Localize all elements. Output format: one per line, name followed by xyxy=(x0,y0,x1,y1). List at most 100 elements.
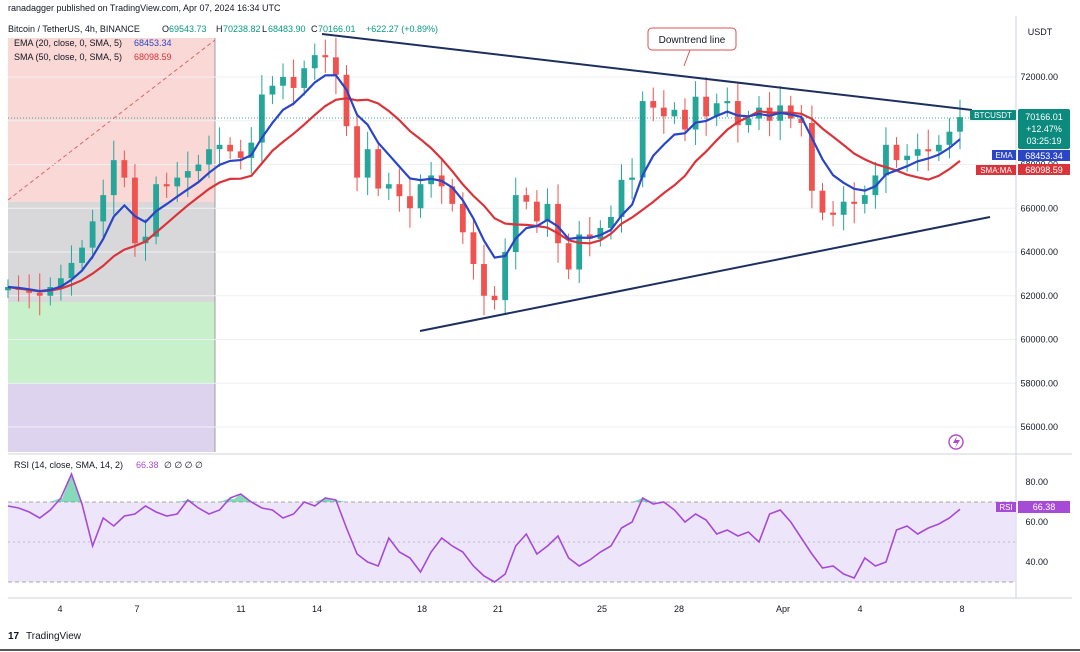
rsi-tick-label: 80.00 xyxy=(1025,477,1048,487)
candle-body xyxy=(555,204,561,243)
candle-body xyxy=(132,178,138,244)
rsi-tick-label: 40.00 xyxy=(1025,557,1048,567)
ema-badge: EMA 68453.34 xyxy=(992,150,1070,161)
candle-body xyxy=(407,196,413,208)
candle-body xyxy=(322,55,328,57)
ohlc-c-label: C xyxy=(311,24,318,34)
candle-body xyxy=(217,145,223,149)
candle-body xyxy=(883,145,889,176)
candle-body xyxy=(375,149,381,188)
candle-body xyxy=(471,232,477,264)
ohlc-o-label: O xyxy=(162,24,169,34)
candle-body xyxy=(925,149,931,151)
candle-body xyxy=(703,97,709,117)
rsi-axis-ticks: 80.00 60.00 40.00 xyxy=(1025,477,1048,567)
ohlc-h-value: 70238.82 xyxy=(223,24,261,34)
candle-body xyxy=(111,160,117,195)
candle-body xyxy=(90,221,96,247)
ohlc-change: +622.27 (+0.89%) xyxy=(366,24,438,34)
rsi-legend-value: 66.38 xyxy=(136,460,159,470)
sma-badge-label: SMA:MA xyxy=(980,166,1012,175)
ohlc-l-value: 68483.90 xyxy=(268,24,306,34)
ohlc-readout: O 69543.73 H 70238.82 L 68483.90 C 70166… xyxy=(162,24,438,34)
candle-body xyxy=(386,184,392,188)
price-tick-label: 62000.00 xyxy=(1020,291,1058,301)
time-tick-label: 4 xyxy=(857,604,862,614)
candle-body xyxy=(915,149,921,156)
candle-body xyxy=(650,101,656,108)
candle-body xyxy=(418,184,424,208)
ema-legend-value: 68453.34 xyxy=(134,38,172,48)
tv-brand: TradingView xyxy=(26,631,82,642)
downtrend-label: Downtrend line xyxy=(659,35,726,46)
time-tick-label: 21 xyxy=(493,604,503,614)
rsi-legend-extras: ∅ ∅ ∅ ∅ xyxy=(164,460,203,470)
sma-badge-value: 68098.59 xyxy=(1025,165,1063,175)
candle-body xyxy=(640,101,646,178)
candle-body xyxy=(206,149,212,164)
rsi-legend-label: RSI (14, close, SMA, 14, 2) xyxy=(14,460,123,470)
candle-body xyxy=(671,110,677,117)
price-tick-label: 66000.00 xyxy=(1020,203,1058,213)
candle-body xyxy=(280,77,286,86)
rsi-badge-label: RSI xyxy=(999,503,1012,512)
candle-body xyxy=(566,243,572,269)
price-badge-change: +12.47% xyxy=(1026,124,1062,134)
candle-body xyxy=(79,248,85,263)
time-tick-label: 8 xyxy=(959,604,964,614)
symbol-title: Bitcoin / TetherUS, 4h, BINANCE xyxy=(8,24,140,34)
trading-chart[interactable]: ranadagger published on TradingView.com,… xyxy=(0,0,1080,652)
rsi-tick-label: 60.00 xyxy=(1025,517,1048,527)
rsi-badge: RSI 66.38 xyxy=(996,501,1070,513)
tv-logo-icon: 17 xyxy=(8,631,20,642)
price-tick-label: 72000.00 xyxy=(1020,72,1058,82)
ema-badge-label: EMA xyxy=(995,151,1013,160)
candle-body xyxy=(957,117,963,132)
lightning-icon[interactable] xyxy=(949,435,963,449)
ohlc-c-value: 70166.01 xyxy=(318,24,356,34)
candle-body xyxy=(185,171,191,178)
candle-body xyxy=(227,145,233,152)
candle-body xyxy=(69,263,75,278)
candle-body xyxy=(619,180,625,217)
candle-body xyxy=(312,55,318,68)
downtrend-callout: Downtrend line xyxy=(648,28,736,66)
rsi-overbought-fill xyxy=(50,474,653,502)
candle-body xyxy=(523,195,529,202)
candle-body xyxy=(851,202,857,204)
time-tick-label: 25 xyxy=(597,604,607,614)
candle-body xyxy=(481,264,487,296)
candle-body xyxy=(121,160,127,178)
price-tick-label: 60000.00 xyxy=(1020,335,1058,345)
sma-legend-label: SMA (50, close, 0, SMA, 5) xyxy=(14,52,122,62)
time-tick-label: Apr xyxy=(776,604,790,614)
candle-body xyxy=(354,126,360,177)
candle-body xyxy=(301,68,307,88)
ohlc-l-label: L xyxy=(262,24,267,34)
sma-legend-value: 68098.59 xyxy=(134,52,172,62)
candle-body xyxy=(841,202,847,215)
tradingview-logo: 17 TradingView xyxy=(8,631,82,642)
ohlc-o-value: 69543.73 xyxy=(169,24,207,34)
ema-badge-value: 68453.34 xyxy=(1025,151,1063,161)
ohlc-h-label: H xyxy=(216,24,223,34)
sma-badge: SMA:MA 68098.59 xyxy=(976,164,1070,175)
price-tick-label: 58000.00 xyxy=(1020,378,1058,388)
candle-body xyxy=(947,132,953,145)
candle-body xyxy=(534,202,540,222)
candle-body xyxy=(460,204,466,232)
candle-body xyxy=(270,86,276,95)
time-axis-ticks: 4 7 11 14 18 21 25 28 Apr 4 8 xyxy=(57,604,964,614)
candle-body xyxy=(396,184,402,196)
candle-body xyxy=(830,213,836,215)
candle-body xyxy=(682,110,688,130)
candle-body xyxy=(365,149,371,177)
candle-body xyxy=(629,178,635,180)
price-badge: BTCUSDT 70166.01 +12.47% 03:25:19 xyxy=(970,109,1070,149)
candle-body xyxy=(936,145,942,152)
candle-body xyxy=(164,184,170,186)
time-tick-label: 7 xyxy=(134,604,139,614)
candle-body xyxy=(576,235,582,270)
candle-body xyxy=(291,77,297,88)
zone-purple xyxy=(8,384,215,452)
